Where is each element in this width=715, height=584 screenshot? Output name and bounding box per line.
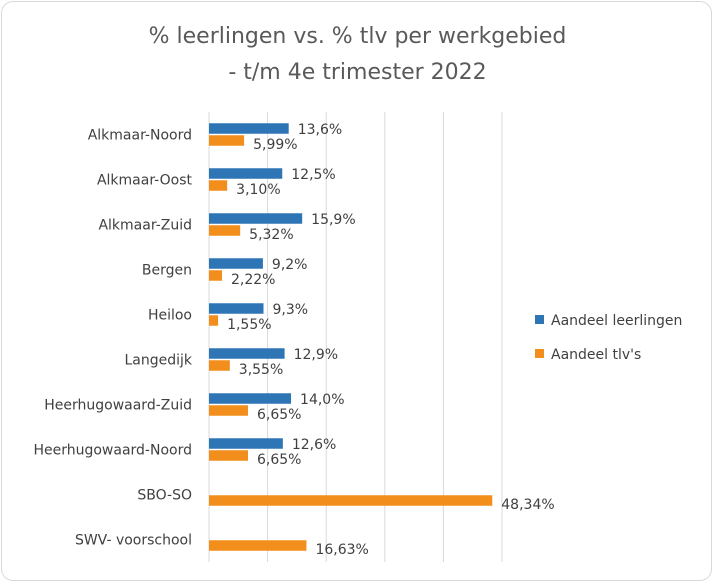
- category-label: Heerhugowaard-Zuid: [44, 398, 192, 414]
- data-label: 13,6%: [298, 122, 342, 138]
- category-label: SBO-SO: [137, 488, 192, 504]
- category-label: Langedijk: [124, 353, 192, 369]
- category-label: Heerhugowaard-Noord: [33, 443, 192, 459]
- legend-swatch: [535, 349, 544, 358]
- data-label: 3,55%: [239, 362, 283, 378]
- bar-tlv: [209, 405, 248, 416]
- data-label: 1,55%: [227, 317, 271, 333]
- bar-tlv: [209, 270, 223, 281]
- data-label: 15,9%: [311, 212, 355, 228]
- data-label: 16,63%: [315, 542, 368, 558]
- chart-title-line-1: % leerlingen vs. % tlv per werkgebied: [148, 24, 567, 49]
- bar-tlv: [209, 135, 245, 146]
- data-label: 9,2%: [272, 257, 308, 273]
- data-label: 12,6%: [292, 437, 336, 453]
- category-label: Bergen: [142, 263, 192, 279]
- data-label: 5,99%: [253, 137, 297, 153]
- bar-tlv: [209, 540, 307, 551]
- bar-tlv: [209, 180, 228, 191]
- data-label: 5,32%: [249, 227, 293, 243]
- bar-leerlingen: [209, 168, 283, 179]
- legend-label: Aandeel leerlingen: [551, 313, 682, 329]
- bar-tlv: [209, 315, 219, 326]
- data-label: 3,10%: [236, 182, 280, 198]
- category-label: Alkmaar-Zuid: [98, 218, 192, 234]
- legend-swatch: [535, 315, 544, 324]
- legend-label: Aandeel tlv's: [551, 347, 641, 363]
- bar-tlv: [209, 495, 493, 506]
- data-label: 14,0%: [300, 392, 344, 408]
- data-label: 6,65%: [257, 407, 301, 423]
- category-label: Alkmaar-Noord: [88, 128, 192, 144]
- data-label: 12,5%: [291, 167, 335, 183]
- bar-leerlingen: [209, 303, 264, 314]
- category-label: Heiloo: [148, 308, 192, 324]
- data-label: 6,65%: [257, 452, 301, 468]
- data-label: 12,9%: [294, 347, 338, 363]
- data-label: 48,34%: [501, 497, 554, 513]
- bar-tlv: [209, 225, 241, 236]
- bar-tlv: [209, 360, 230, 371]
- data-label: 9,3%: [272, 302, 308, 318]
- category-label: Alkmaar-Oost: [97, 173, 193, 189]
- bar-leerlingen: [209, 213, 303, 224]
- category-label: SWV- voorschool: [75, 533, 192, 549]
- chart-title-line-2: - t/m 4e trimester 2022: [228, 60, 487, 85]
- bar-leerlingen: [209, 123, 289, 134]
- bar-leerlingen: [209, 393, 292, 404]
- bar-leerlingen: [209, 348, 285, 359]
- bar-leerlingen: [209, 438, 283, 449]
- bar-tlv: [209, 450, 248, 461]
- data-label: 2,22%: [231, 272, 275, 288]
- bar-leerlingen: [209, 258, 263, 269]
